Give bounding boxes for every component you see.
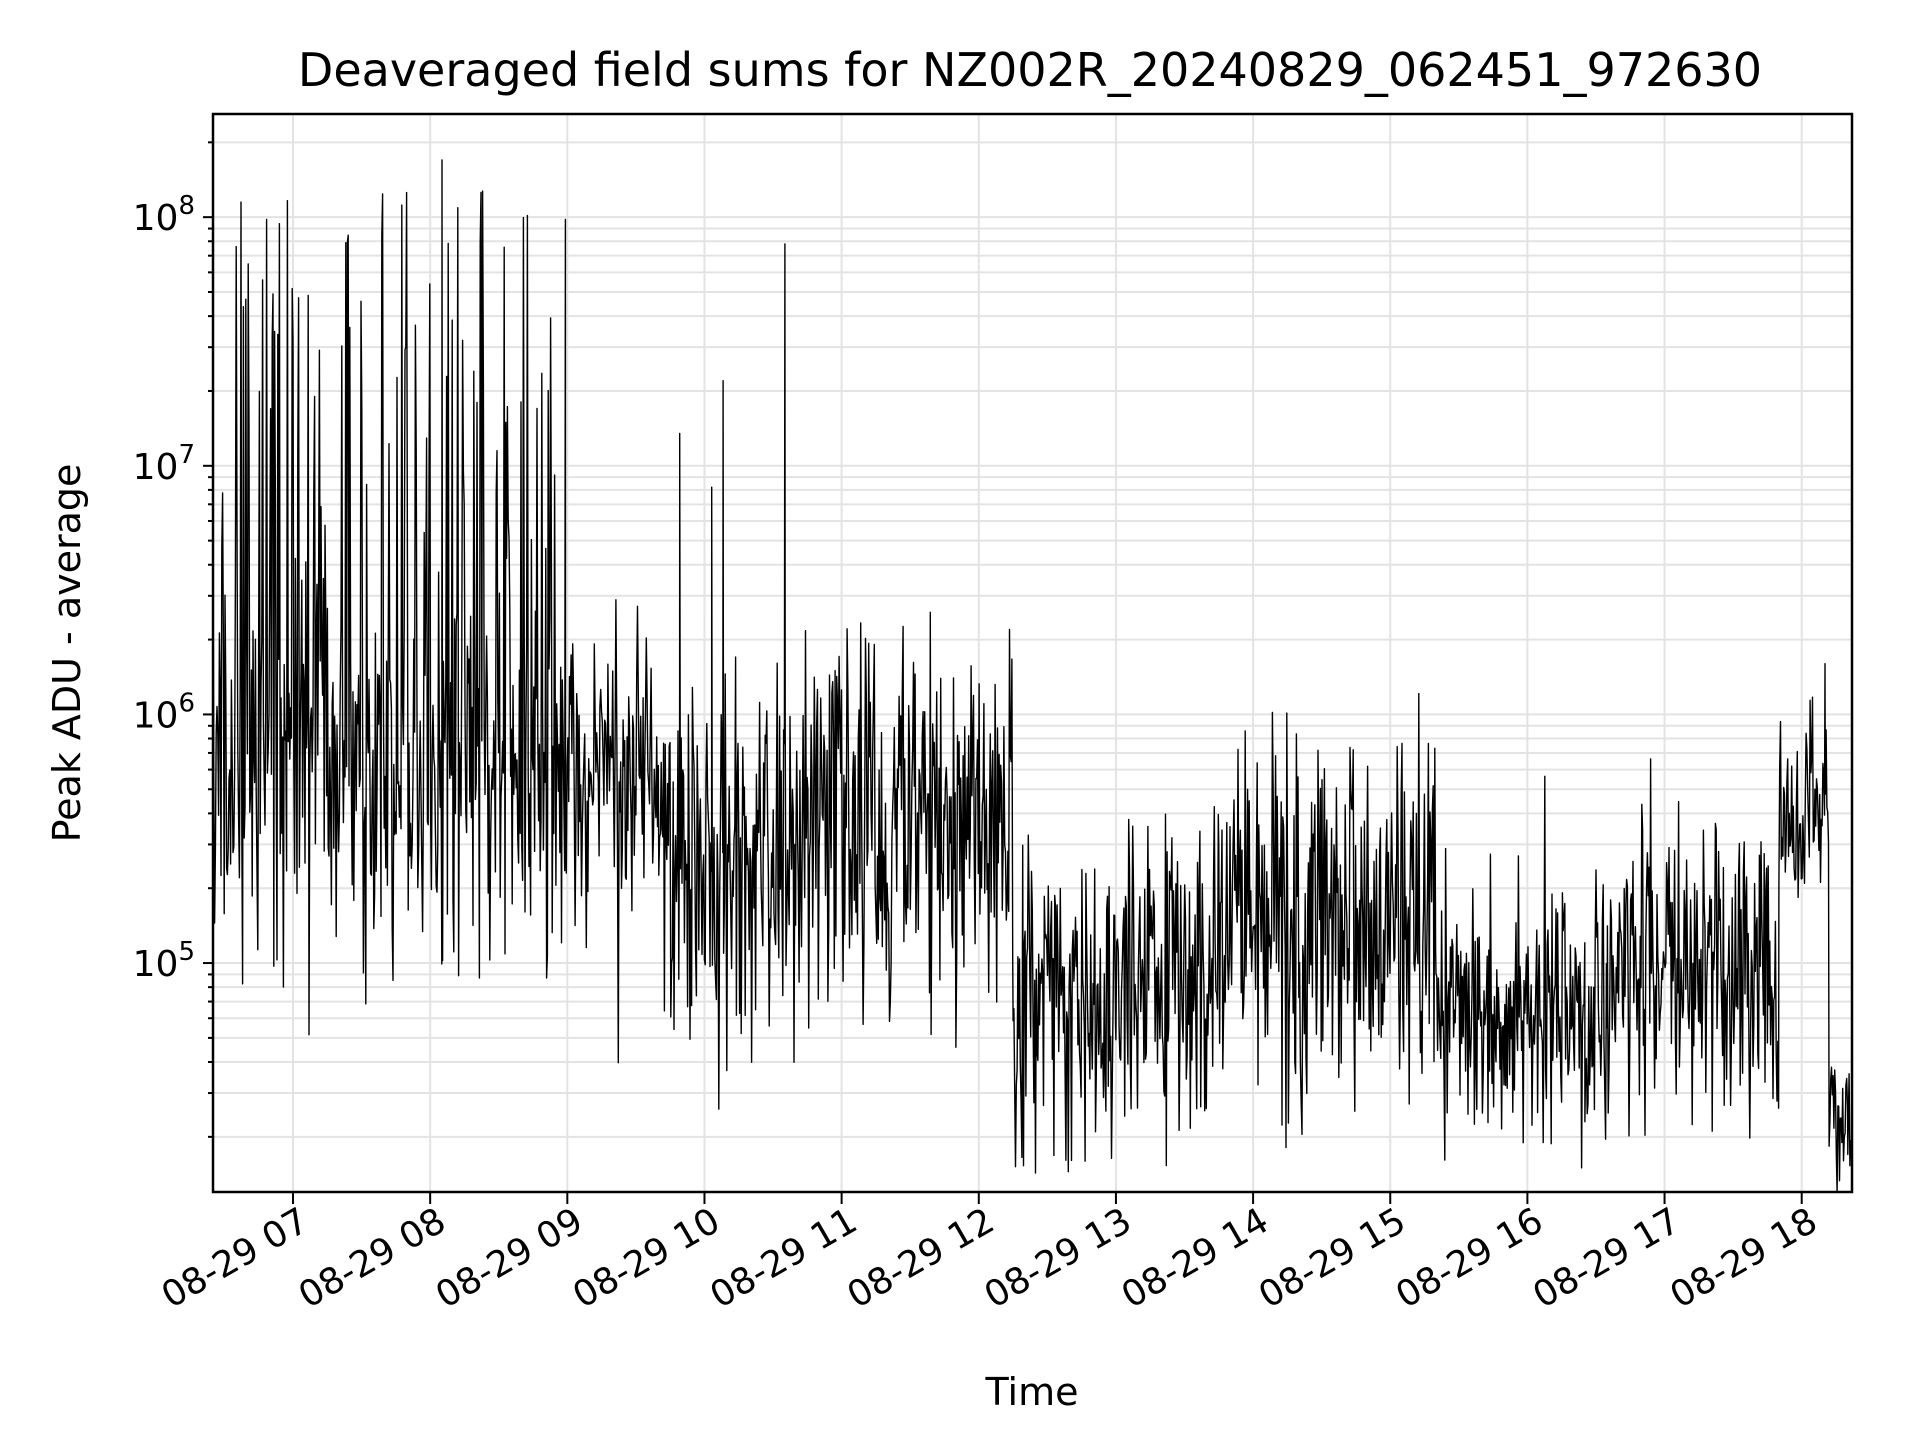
x-axis-label: Time — [985, 1370, 1079, 1414]
y-tick-label: 106 — [133, 688, 195, 736]
data-series-line — [212, 159, 1853, 1193]
y-axis: 105 106 107 108 — [133, 141, 213, 1138]
y-tick-label: 107 — [133, 440, 195, 488]
chart-title: Deaveraged field sums for NZ002R_2024082… — [298, 43, 1762, 97]
plot-frame — [211, 112, 1854, 1194]
y-tick-label: 108 — [133, 191, 195, 239]
y-tick-label: 105 — [133, 937, 195, 985]
y-axis-label: Peak ADU - average — [45, 464, 89, 843]
